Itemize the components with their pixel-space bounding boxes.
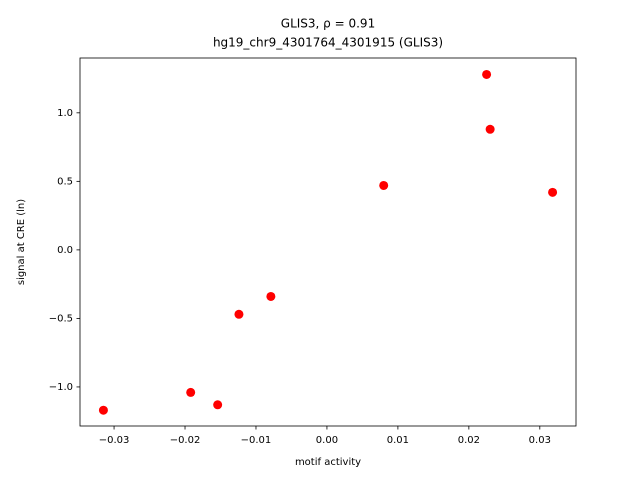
- point: [548, 187, 558, 197]
- x-tick-label: 0.00: [316, 435, 338, 446]
- y-tick-label: −0.5: [49, 313, 73, 324]
- y-tick-label: 0.0: [57, 245, 73, 256]
- x-tick-label: −0.03: [99, 435, 130, 446]
- chart-subtitle: hg19_chr9_4301764_4301915 (GLIS3): [213, 36, 443, 50]
- y-axis-label: signal at CRE (ln): [16, 199, 27, 285]
- point: [379, 180, 389, 190]
- x-tick-label: 0.01: [387, 435, 409, 446]
- plot-frame: [79, 57, 577, 427]
- point: [266, 291, 276, 301]
- point: [234, 309, 244, 319]
- x-tick-label: −0.01: [241, 435, 272, 446]
- point: [186, 387, 196, 397]
- y-tick-label: 1.0: [57, 108, 73, 119]
- point: [213, 400, 223, 410]
- point: [482, 69, 492, 79]
- y-tick-label: −1.0: [49, 382, 73, 393]
- x-axis-label: motif activity: [295, 457, 361, 468]
- y-tick-label: 0.5: [57, 176, 73, 187]
- point: [98, 405, 108, 415]
- x-tick-label: 0.02: [458, 435, 480, 446]
- chart-title: GLIS3, ρ = 0.91: [281, 17, 375, 31]
- x-tick-label: 0.03: [529, 435, 551, 446]
- x-tick-label: −0.02: [170, 435, 201, 446]
- point: [485, 124, 495, 134]
